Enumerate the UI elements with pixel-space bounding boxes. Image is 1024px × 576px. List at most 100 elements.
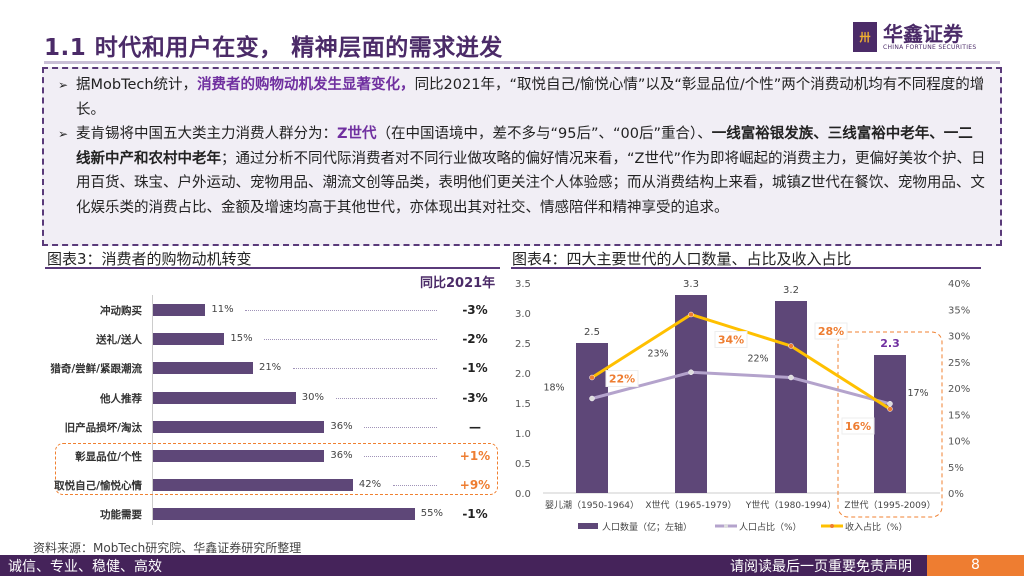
- right-tick-label: 10%: [948, 437, 970, 448]
- value-label: 30%: [301, 392, 325, 403]
- category-label: 旧产品损坏/淘汰: [64, 422, 142, 434]
- bar-value-label: 3.3: [683, 279, 699, 290]
- yoy-value: +9%: [459, 478, 491, 492]
- left-tick-label: 1.5: [515, 399, 531, 410]
- right-tick-label: 20%: [948, 384, 970, 395]
- label-box: [841, 417, 875, 435]
- bullet-text: Z世代: [337, 126, 377, 142]
- left-tick-label: 2.0: [515, 369, 531, 380]
- bar: [153, 392, 296, 404]
- category-label: 冲动购买: [100, 305, 142, 317]
- data-point: [788, 343, 794, 349]
- bar-row: 冲动购买 11% -3%: [0, 303, 510, 318]
- logo-cn: 华鑫证券: [883, 21, 963, 46]
- chart3-title: 图表3：消费者的购物动机转变: [47, 250, 252, 268]
- legend-label: 人口数量（亿；左轴）: [602, 521, 692, 533]
- income-share-label: 16%: [845, 420, 871, 433]
- right-tick-label: 30%: [948, 332, 970, 343]
- yoy-value: +1%: [459, 449, 491, 463]
- legend-marker: [724, 524, 728, 528]
- category-label: 取悦自己/愉悦心情: [54, 480, 142, 492]
- bullet-text: 据MobTech统计，: [76, 77, 198, 93]
- value-label: 36%: [330, 450, 353, 461]
- bar-row: 功能需要 55% -1%: [0, 507, 510, 522]
- left-tick-label: 3.5: [515, 279, 531, 290]
- category-label: Z世代（1995-2009）: [844, 499, 935, 511]
- logo-icon: 卅: [853, 22, 877, 52]
- left-tick-label: 2.5: [515, 339, 531, 350]
- highlight-box: [55, 443, 498, 495]
- leader-line: [245, 310, 437, 311]
- bullet-text: 消费者的购物动机发生显著变化，: [197, 77, 415, 93]
- bar: [576, 343, 608, 493]
- category-label: 功能需要: [100, 509, 142, 521]
- bar-row: 送礼/送人 15% -2%: [0, 332, 510, 347]
- category-label: Y世代（1980-1994）: [745, 499, 837, 511]
- bar: [153, 450, 325, 462]
- arrow-bullet-icon: ➢: [58, 127, 69, 141]
- income-share-label: 22%: [609, 373, 635, 386]
- data-point: [589, 374, 595, 381]
- right-tick-label: 5%: [948, 463, 964, 474]
- legend-label: 收入占比（%）: [845, 521, 908, 533]
- data-point: [887, 401, 893, 407]
- value-label: 55%: [420, 508, 444, 519]
- population-share-label: 18%: [543, 383, 564, 394]
- bar: [153, 421, 325, 433]
- source-note: 资料来源：MobTech研究院、华鑫证券研究所整理: [33, 541, 302, 555]
- bar-row: 取悦自己/愉悦心情 42% +9%: [0, 478, 510, 493]
- leader-line: [335, 398, 437, 399]
- arrow-bullet-icon: ➢: [58, 78, 69, 92]
- value-label: 36%: [330, 421, 353, 432]
- data-point: [688, 369, 694, 375]
- left-tick-label: 1.0: [515, 429, 531, 440]
- leader-line: [364, 456, 437, 457]
- bar-row: 他人推荐 30% -3%: [0, 391, 510, 406]
- bar-row: 旧产品损坏/淘汰 36% —: [0, 420, 510, 435]
- logo-en: CHINA FORTUNE SECURITIES: [883, 43, 977, 51]
- legend-swatch: [578, 523, 598, 529]
- footer-slogan: 诚信、专业、稳健、高效: [8, 559, 162, 575]
- leader-line: [264, 339, 437, 340]
- bar-row: 彰显品位/个性 36% +1%: [0, 449, 510, 464]
- bullet-text: 麦肯锡将中国五大类主力消费人群分为：: [76, 126, 337, 142]
- page-title: 1.1 时代和用户在变， 精神层面的需求迸发: [44, 35, 503, 61]
- chart3-divider: [45, 267, 500, 269]
- right-tick-label: 25%: [948, 358, 970, 369]
- bullet-text: 同比2021年，“取悦自己/愉悦心情”以及“彰显品位/个性”两个消费动机均有不同…: [76, 77, 985, 118]
- chart4: 0.0 0.5 1.0 1.5 2.0 2.5 3.0 3.5 0% 5% 10% 15% 20% 25%…: [515, 279, 970, 533]
- bar: [775, 301, 807, 493]
- value-label: 42%: [358, 479, 382, 490]
- title-divider: [44, 61, 1000, 64]
- legend-label: 人口占比（%）: [739, 521, 802, 533]
- bar: [153, 479, 353, 491]
- right-tick-label: 0%: [948, 489, 964, 500]
- page-number: 8: [927, 555, 1024, 576]
- value-label: 21%: [258, 362, 282, 373]
- bullet-item: ➢ 麦肯锡将中国五大类主力消费人群分为：Z世代（在中国语境中，差不多与“95后”、…: [58, 122, 986, 220]
- category-label: 婴儿潮（1950-1964）: [545, 499, 639, 511]
- data-point: [887, 406, 893, 412]
- bullet-text: 一线富裕银发族、三线富裕中老年、一二线新中产和农村中老年: [76, 126, 973, 167]
- bar: [675, 295, 707, 493]
- disclaimer-link[interactable]: 请阅读最后一页重要免责声明: [730, 559, 912, 575]
- chart3-axis: [152, 295, 153, 525]
- data-point: [589, 395, 595, 402]
- right-tick-label: 35%: [948, 305, 970, 316]
- category-label: 他人推荐: [100, 393, 142, 405]
- label-box: [814, 322, 848, 340]
- right-tick-label: 40%: [948, 279, 970, 290]
- bar-value-label: 3.2: [783, 285, 799, 296]
- category-label: 送礼/送人: [96, 334, 142, 346]
- yoy-value: -2%: [462, 332, 488, 346]
- legend-marker: [830, 524, 834, 528]
- bar-row: 猎奇/尝鲜/紧跟潮流 21% -1%: [0, 361, 510, 376]
- value-label: 15%: [230, 333, 253, 344]
- bullet-text: ；通过分析不同代际消费者对不同行业做攻略的偏好情况来看，“Z世代”作为即将崛起的…: [76, 150, 986, 216]
- data-point: [688, 311, 694, 318]
- bar: [153, 333, 225, 345]
- bar: [153, 508, 415, 520]
- left-tick-label: 3.0: [515, 309, 531, 320]
- yoy-header: 同比2021年: [420, 276, 496, 291]
- yoy-value: -3%: [462, 303, 488, 317]
